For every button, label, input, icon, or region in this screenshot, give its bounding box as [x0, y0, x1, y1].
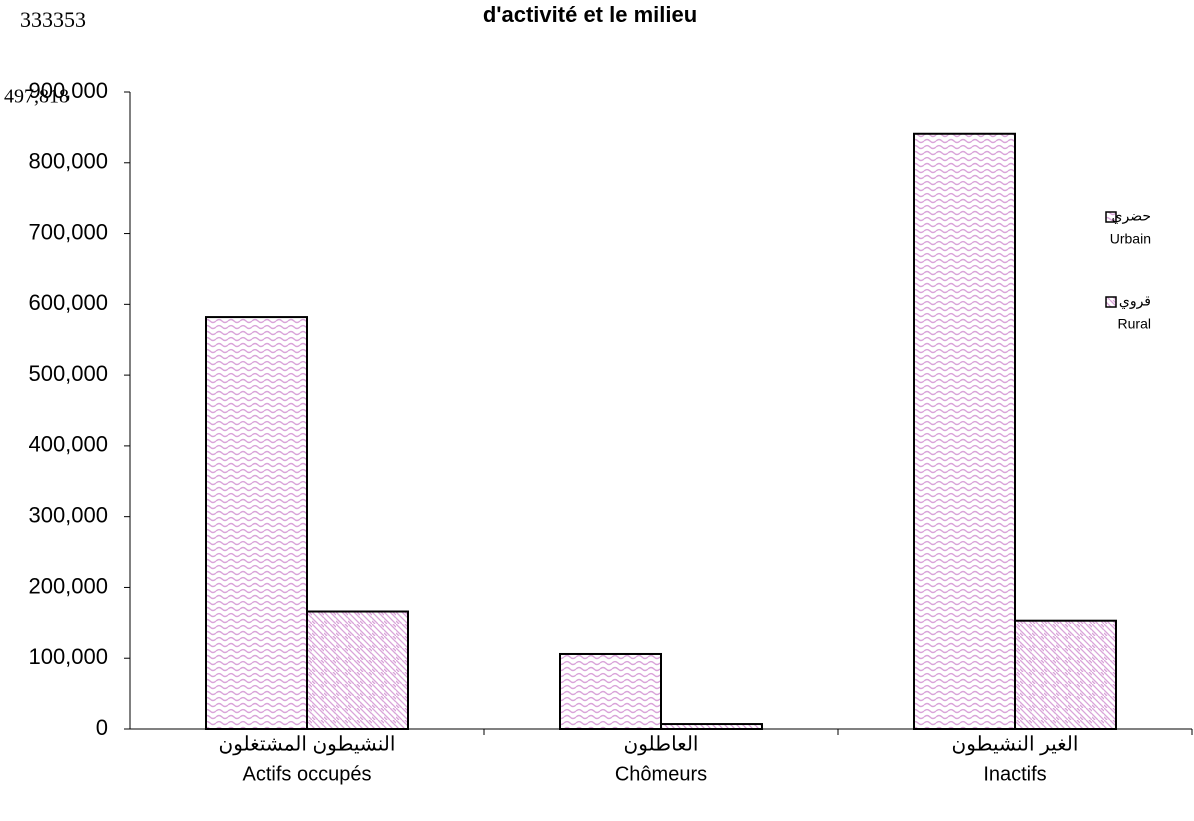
legend-swatch: [1105, 296, 1117, 308]
bar: [559, 652, 662, 731]
x-tick-label: Actifs occupés: [243, 763, 372, 785]
y-tick-label: 600,000: [28, 290, 108, 315]
x-tick-label: الغير النشيطون: [952, 733, 1079, 755]
x-tick-label: Chômeurs: [615, 763, 707, 785]
y-tick-label: 100,000: [28, 644, 108, 669]
x-tick-label: النشيطون المشتغلون: [219, 733, 396, 755]
y-tick-label: 800,000: [28, 149, 108, 174]
bar: [1014, 619, 1117, 731]
annotation: 497,818: [4, 86, 69, 108]
y-tick-label: 900,000: [28, 78, 108, 103]
legend-label: Rural: [1118, 316, 1151, 332]
legend-label: Urbain: [1110, 231, 1151, 247]
y-tick-label: 0: [96, 715, 108, 740]
bar: [660, 723, 763, 730]
y-tick-label: 400,000: [28, 432, 108, 457]
y-tick-label: 200,000: [28, 573, 108, 598]
x-tick-label: العاطلون: [624, 733, 699, 755]
legend-label: حضري: [1112, 208, 1151, 225]
annotation: 333353: [20, 7, 86, 32]
x-tick-label: Inactifs: [983, 763, 1046, 785]
y-tick-label: 300,000: [28, 502, 108, 527]
chart-title: d'activité et le milieu: [483, 2, 697, 27]
bar: [913, 132, 1016, 730]
bar: [306, 610, 409, 731]
bar: [205, 316, 308, 730]
legend-label: قروي: [1119, 293, 1151, 310]
y-tick-label: 700,000: [28, 219, 108, 244]
legend-swatch: [1105, 211, 1117, 223]
y-tick-label: 500,000: [28, 361, 108, 386]
